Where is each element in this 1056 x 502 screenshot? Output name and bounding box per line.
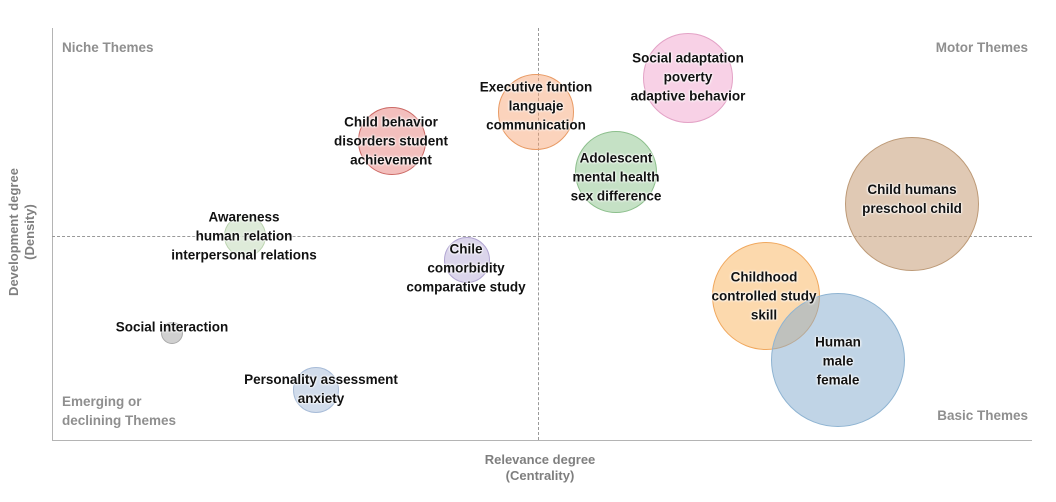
bubble-label-adolescent-mental-health: Adolescent mental health sex difference <box>571 149 662 206</box>
vertical-divider-line <box>538 28 539 440</box>
bubble-label-line: female <box>816 372 860 388</box>
bubble-child-behavior-disorders <box>358 107 426 175</box>
bubble-adolescent-mental-health <box>575 131 657 213</box>
quadrant-label-text: Niche Themes <box>62 40 154 55</box>
y-axis-label-line-2: (Density) <box>22 204 37 260</box>
bubble-label-line: interpersonal relations <box>171 247 317 263</box>
bubble-chile-comorbidity <box>444 237 490 283</box>
bubble-social-adaptation <box>643 33 733 123</box>
bubble-label-line: Human <box>815 334 861 350</box>
bubble-label-line: Childhood <box>730 269 798 285</box>
bubble-label-line: sex difference <box>570 188 662 204</box>
bubble-label-child-behavior-disorders: Child behavior disorders student achieveme… <box>334 113 448 170</box>
bubble-label-line: Personality assessment <box>244 372 398 387</box>
quadrant-label-text: Motor Themes <box>935 40 1028 55</box>
quadrant-label-motor-themes: Motor Themes <box>936 38 1028 57</box>
bubble-personality-assessment <box>293 367 339 413</box>
bubble-label-child-humans-preschool: Child humans preschool child <box>862 180 962 218</box>
bubble-label-childhood-controlled-study: Childhood controlled study skill <box>711 268 816 325</box>
x-axis-line <box>52 440 1032 441</box>
bubble-label-line: communication <box>486 117 586 133</box>
bubble-label-line: languaje <box>508 98 564 114</box>
bubble-label-line: achievement <box>350 152 432 168</box>
bubble-social-interaction <box>161 322 183 344</box>
bubble-label-personality-assessment: Personality assessment anxiety <box>244 370 398 408</box>
bubble-label-line: Awareness <box>208 209 280 225</box>
bubble-awareness-human-relation <box>224 215 266 257</box>
bubble-label-line: disorders student <box>333 133 449 149</box>
bubble-label-line: mental health <box>572 169 660 185</box>
bubble-label-line: Adolescent <box>579 150 653 166</box>
bubble-label-human-male-female: Human male female <box>815 333 861 390</box>
bubble-label-executive-function: Executive funtion languaje communication <box>480 78 593 135</box>
bubble-label-line: Child humans <box>867 182 957 197</box>
x-axis-label: Relevance degree (Centrality) <box>485 452 596 484</box>
y-axis-label: Development degree (Density) <box>6 168 38 296</box>
bubble-label-line: skill <box>750 307 778 323</box>
bubble-label-social-interaction: Social interaction <box>116 318 229 337</box>
bubble-label-line: anxiety <box>297 391 345 406</box>
bubble-label-line: poverty <box>663 69 713 85</box>
bubble-label-line: Social interaction <box>115 319 229 335</box>
bubble-label-chile-comorbidity: Chile comorbidity comparative study <box>406 240 525 297</box>
horizontal-divider-line <box>52 236 1032 237</box>
y-axis-label-line-1: Development degree <box>6 168 21 296</box>
bubble-label-social-adaptation: Social adaptation poverty adaptive behavio… <box>631 49 746 106</box>
x-axis-label-line-1: Relevance degree <box>484 452 596 467</box>
quadrant-label-line-1: Emerging or <box>62 394 142 409</box>
y-axis-line <box>52 28 53 440</box>
bubble-label-line: male <box>822 353 854 369</box>
bubble-label-line: controlled study <box>711 288 817 304</box>
bubble-label-line: preschool child <box>862 201 962 216</box>
bubble-label-line: Social adaptation <box>632 50 744 66</box>
bubble-label-line: adaptive behavior <box>630 88 746 104</box>
bubble-executive-function <box>498 74 574 150</box>
bubble-label-line: Child behavior <box>344 114 438 130</box>
bubble-label-awareness-human-relation: Awareness human relation interpersonal rel… <box>171 208 317 265</box>
quadrant-label-niche-themes: Niche Themes <box>62 38 154 57</box>
bubble-label-line: Executive funtion <box>479 79 593 95</box>
quadrant-label-line-2: declining Themes <box>62 413 177 428</box>
quadrant-label-text: Basic Themes <box>937 408 1028 423</box>
x-axis-label-line-2: (Centrality) <box>505 468 575 483</box>
bubble-label-line: human relation <box>195 228 293 244</box>
bubble-human-male-female <box>771 293 905 427</box>
quadrant-label-emerging-declining-themes: Emerging or declining Themes <box>62 392 176 430</box>
bubble-label-line: comparative study <box>406 279 526 295</box>
quadrant-label-basic-themes: Basic Themes <box>937 406 1028 425</box>
bubble-label-line: comorbidity <box>427 260 505 276</box>
bubble-label-line: Chile <box>449 241 483 257</box>
bubble-child-humans-preschool <box>845 137 979 271</box>
